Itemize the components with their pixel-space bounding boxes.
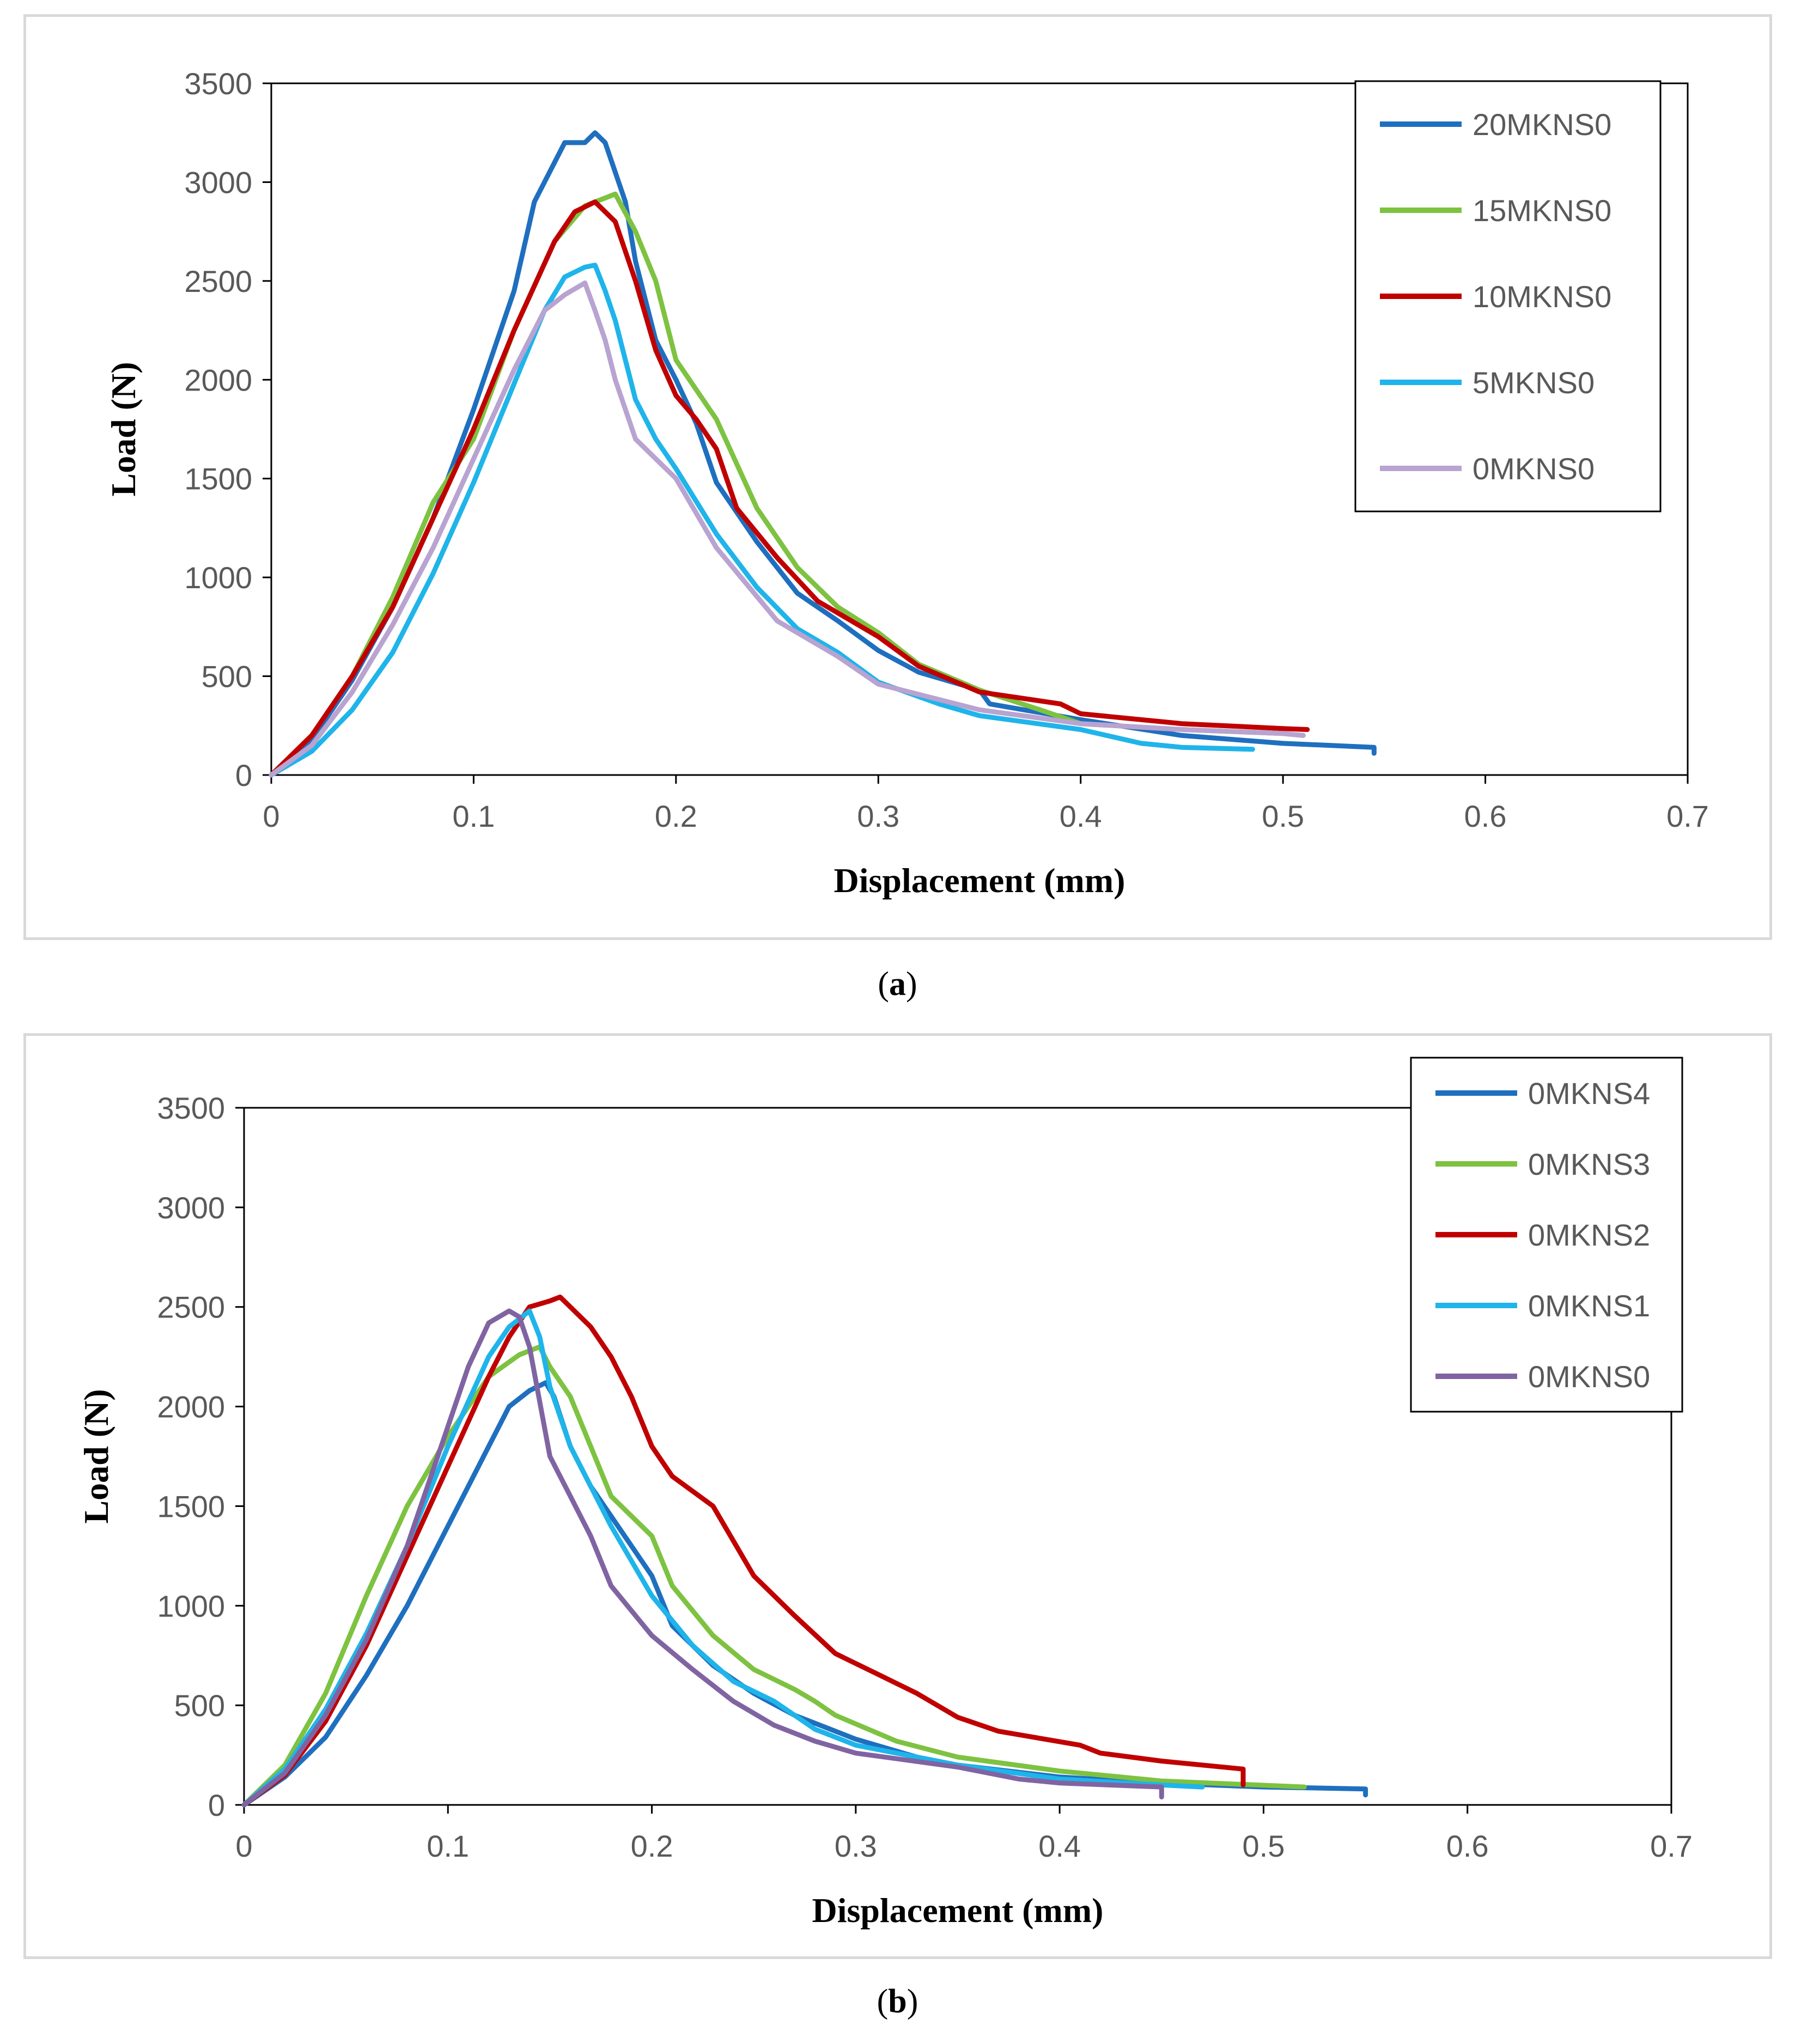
chart-a-x-tick-label: 0.1 [452,799,495,833]
chart-b-legend-label: 0MKNS3 [1528,1147,1650,1181]
chart-b-x-tick-label: 0.6 [1446,1829,1489,1863]
chart-b-y-tick-label: 2000 [157,1390,225,1424]
chart-b-plot-frame [243,1107,1672,1806]
chart-b-series-0MKNS4 [241,1380,1368,1808]
chart-b-y-tick-label: 1500 [157,1489,225,1523]
chart-a-x-tick-label: 0.7 [1666,799,1709,833]
caption-a: (a) [878,966,917,1003]
chart-b-x-tick-label: 0.2 [631,1829,673,1863]
chart-a-x-tick-label: 0.4 [1060,799,1102,833]
chart-b-y-tick-label: 1000 [157,1589,225,1623]
chart-a-series-20MKNS0 [269,130,1377,778]
chart-a-y-axis-title: Load (N) [104,362,143,496]
chart-a-series-0MKNS0 [269,280,1306,778]
chart-b-y-tick-label: 2500 [157,1290,225,1325]
chart-a-x-tick-label: 0 [263,799,279,833]
chart-a-x-tick-label: 0.3 [857,799,899,833]
chart-a-series-10MKNS0 [269,199,1310,778]
chart-b-x-tick-label: 0.1 [427,1829,469,1863]
chart-a-x-axis-title: Displacement (mm) [834,861,1125,900]
chart-a-x-tick-label: 0.6 [1464,799,1507,833]
chart-b-x-tick-label: 0.3 [835,1829,877,1863]
chart-b-y-tick-label: 0 [208,1788,225,1822]
chart-a-legend-label: 10MKNS0 [1472,279,1611,314]
chart-b-x-tick-label: 0.4 [1038,1829,1081,1863]
chart-b-x-tick-label: 0.5 [1242,1829,1285,1863]
chart-panel-b: 0 0.1 0.2 0.3 0.4 0.5 0.6 0.7 0 500 1000 1500 2000 25… [23,1033,1772,1959]
caption-b: (b) [877,1983,918,2020]
chart-a-legend-label: 15MKNS0 [1472,193,1611,228]
chart-panel-a: 0 0.1 0.2 0.3 0.4 0.5 0.6 0.7 0 500 1000 1500 2000 25… [23,14,1772,940]
line-chart-b: 0 0.1 0.2 0.3 0.4 0.5 0.6 0.7 0 500 1000 1500 2000 25… [77,1057,1693,1930]
chart-b-series-0MKNS2 [241,1294,1246,1808]
chart-b-series-0MKNS1 [241,1308,1205,1808]
chart-b-series-0MKNS0 [241,1308,1164,1808]
chart-a-y-tick-label: 3000 [184,165,252,199]
chart-b-y-axis-title: Load (N) [77,1389,115,1523]
line-chart-a: 0 0.1 0.2 0.3 0.4 0.5 0.6 0.7 0 500 1000 1500 2000 25… [104,66,1709,900]
chart-a-plot-frame [270,82,1689,776]
chart-a-y-tick-label: 0 [235,758,252,792]
chart-a-legend-label: 0MKNS0 [1472,451,1595,486]
chart-b-series-0MKNS3 [241,1344,1307,1808]
chart-b-x-tick-label: 0 [235,1829,252,1863]
chart-a-y-tick-label: 1500 [184,462,252,496]
chart-a-series-5MKNS0 [269,263,1255,778]
chart-a-y-tick-label: 2500 [184,264,252,298]
chart-a-y-tick-label: 2000 [184,363,252,397]
chart-a-x-tick-label: 0.2 [655,799,697,833]
chart-b-y-tick-label: 3500 [157,1091,225,1125]
chart-a-series-15MKNS0 [269,191,1306,778]
chart-b-y-tick-label: 3000 [157,1191,225,1225]
chart-b-x-tick-label: 0.7 [1650,1829,1693,1863]
chart-b-legend-label: 0MKNS4 [1528,1076,1650,1111]
chart-a-legend-label: 5MKNS0 [1472,365,1595,400]
chart-b-legend-label: 0MKNS1 [1528,1289,1650,1323]
chart-b-legend-label: 0MKNS2 [1528,1218,1650,1252]
chart-b-x-axis-title: Displacement (mm) [812,1891,1104,1930]
chart-a-y-tick-label: 3500 [184,66,252,101]
chart-a-legend-label: 20MKNS0 [1472,107,1611,142]
chart-b-y-tick-label: 500 [174,1688,225,1723]
chart-a-x-tick-label: 0.5 [1262,799,1304,833]
chart-a-y-tick-label: 500 [202,660,252,694]
chart-b-legend-label: 0MKNS0 [1528,1359,1650,1394]
chart-a-y-tick-label: 1000 [184,560,252,595]
